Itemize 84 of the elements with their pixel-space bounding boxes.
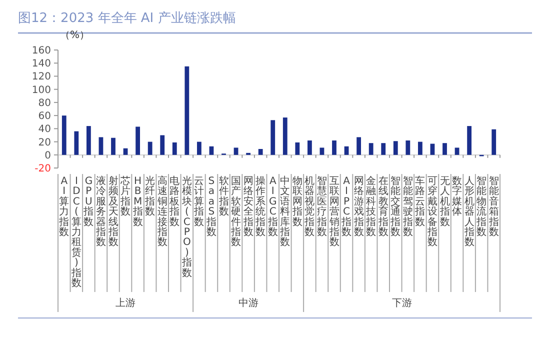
bar bbox=[467, 126, 472, 155]
x-tick-label: 数字媒体 bbox=[452, 176, 462, 218]
x-tick-label: 在线教育指数 bbox=[377, 175, 388, 238]
bar bbox=[442, 143, 447, 155]
text: 下游 bbox=[392, 297, 412, 309]
bar bbox=[270, 120, 276, 155]
bar bbox=[492, 129, 496, 155]
x-tick-label: 机器视觉指数 bbox=[304, 175, 315, 238]
bar bbox=[320, 148, 324, 155]
bar bbox=[136, 126, 140, 155]
x-tick-label: 人形机器人指数 bbox=[463, 176, 474, 248]
y-tick-label: 160 bbox=[32, 46, 51, 56]
x-tick-label: SaaS指数 bbox=[205, 176, 216, 238]
x-tick-label: AIGC指数 bbox=[266, 176, 278, 238]
bar bbox=[295, 142, 300, 155]
bar bbox=[344, 146, 349, 155]
bar bbox=[234, 148, 238, 155]
bar bbox=[418, 142, 422, 155]
x-tick-label: 智能交通指数 bbox=[390, 175, 401, 238]
x-tick-label: 云计算指数 bbox=[193, 176, 204, 228]
category-label: IDC(算力租赁)指数 bbox=[71, 176, 82, 289]
x-tick-label: 车路云指数 bbox=[414, 175, 426, 228]
bar bbox=[406, 140, 410, 155]
y-axis-title: （%） bbox=[60, 30, 90, 41]
y-tick-label: 0 bbox=[44, 150, 51, 162]
x-tick-label: 金融科技指数 bbox=[365, 175, 376, 238]
bar bbox=[393, 141, 398, 155]
y-tick-label: 120 bbox=[32, 72, 51, 83]
x-tick-label: 中文语料库指数 bbox=[279, 175, 290, 248]
x-tick-label: 芯片指数 bbox=[120, 175, 131, 218]
x-tick-label: 射频及天线指数 bbox=[107, 175, 118, 248]
bar bbox=[454, 148, 460, 155]
y-tick-label: 80 bbox=[38, 98, 51, 109]
x-tick-label: 智能音箱指数 bbox=[488, 175, 499, 238]
x-tick-label: 光纤指数 bbox=[144, 175, 156, 218]
bar bbox=[160, 135, 165, 155]
x-tick-label: 操作系统指数 bbox=[254, 175, 266, 238]
bar bbox=[111, 138, 116, 155]
bar bbox=[74, 131, 79, 155]
bar bbox=[86, 126, 91, 155]
x-tick-label: 电路板指数 bbox=[168, 175, 180, 228]
category-label: 光模块(CPO)指数 bbox=[182, 176, 192, 279]
bar bbox=[172, 142, 177, 155]
bar bbox=[98, 137, 104, 155]
bar bbox=[209, 146, 214, 155]
x-tick-label: 智能物流指数 bbox=[476, 175, 487, 238]
x-tick-label: 软件指数 bbox=[218, 175, 229, 218]
y-tick-label: 140 bbox=[32, 58, 51, 70]
bar bbox=[430, 144, 435, 155]
bar bbox=[381, 143, 386, 155]
text: 上游 bbox=[116, 297, 136, 309]
x-tick-label: GPU指数 bbox=[82, 176, 94, 228]
x-tick-label: 物联网指数 bbox=[291, 176, 302, 228]
y-tick-label: 40 bbox=[38, 124, 51, 136]
bar bbox=[184, 66, 190, 155]
bar bbox=[282, 118, 288, 155]
x-tick-label: 智能驾驶指数 bbox=[402, 175, 413, 238]
bar bbox=[258, 148, 263, 155]
x-tick-label: 网络游戏指数 bbox=[352, 176, 364, 238]
bar bbox=[123, 148, 128, 155]
bar bbox=[332, 140, 336, 155]
y-tick-label: 60 bbox=[38, 111, 51, 122]
x-tick-label: 液冷服务器指数 bbox=[94, 175, 106, 248]
x-tick-label: 可穿戴设备指数 bbox=[426, 176, 438, 248]
text: 中游 bbox=[238, 297, 258, 309]
bar bbox=[148, 142, 152, 155]
x-tick-label: HBM指数 bbox=[132, 176, 143, 228]
x-tick-label: 国产软硬件指数 bbox=[230, 176, 242, 248]
x-tick-label: AIPC指数 bbox=[340, 176, 352, 238]
y-tick-label: 20 bbox=[38, 137, 51, 148]
bar bbox=[356, 137, 362, 155]
x-tick-label: 智慧医疗指数 bbox=[316, 175, 327, 238]
x-tick-label: 高速铜连接指数 bbox=[156, 175, 168, 248]
bar bbox=[196, 142, 202, 155]
y-tick-label: -20 bbox=[34, 164, 51, 174]
bar bbox=[62, 116, 66, 155]
x-tick-label: 网络安全指数 bbox=[242, 176, 254, 238]
x-tick-label: AI算力指数 bbox=[58, 176, 70, 238]
x-tick-label: 互联网营销指数 bbox=[328, 176, 340, 248]
y-tick-label: 100 bbox=[32, 84, 51, 96]
chart-title: 图12：2023 年全年 AI 产业链涨跌幅 bbox=[18, 11, 236, 26]
x-tick-label: 无人机指数 bbox=[438, 176, 450, 228]
bar bbox=[307, 140, 312, 155]
bar bbox=[368, 143, 374, 155]
